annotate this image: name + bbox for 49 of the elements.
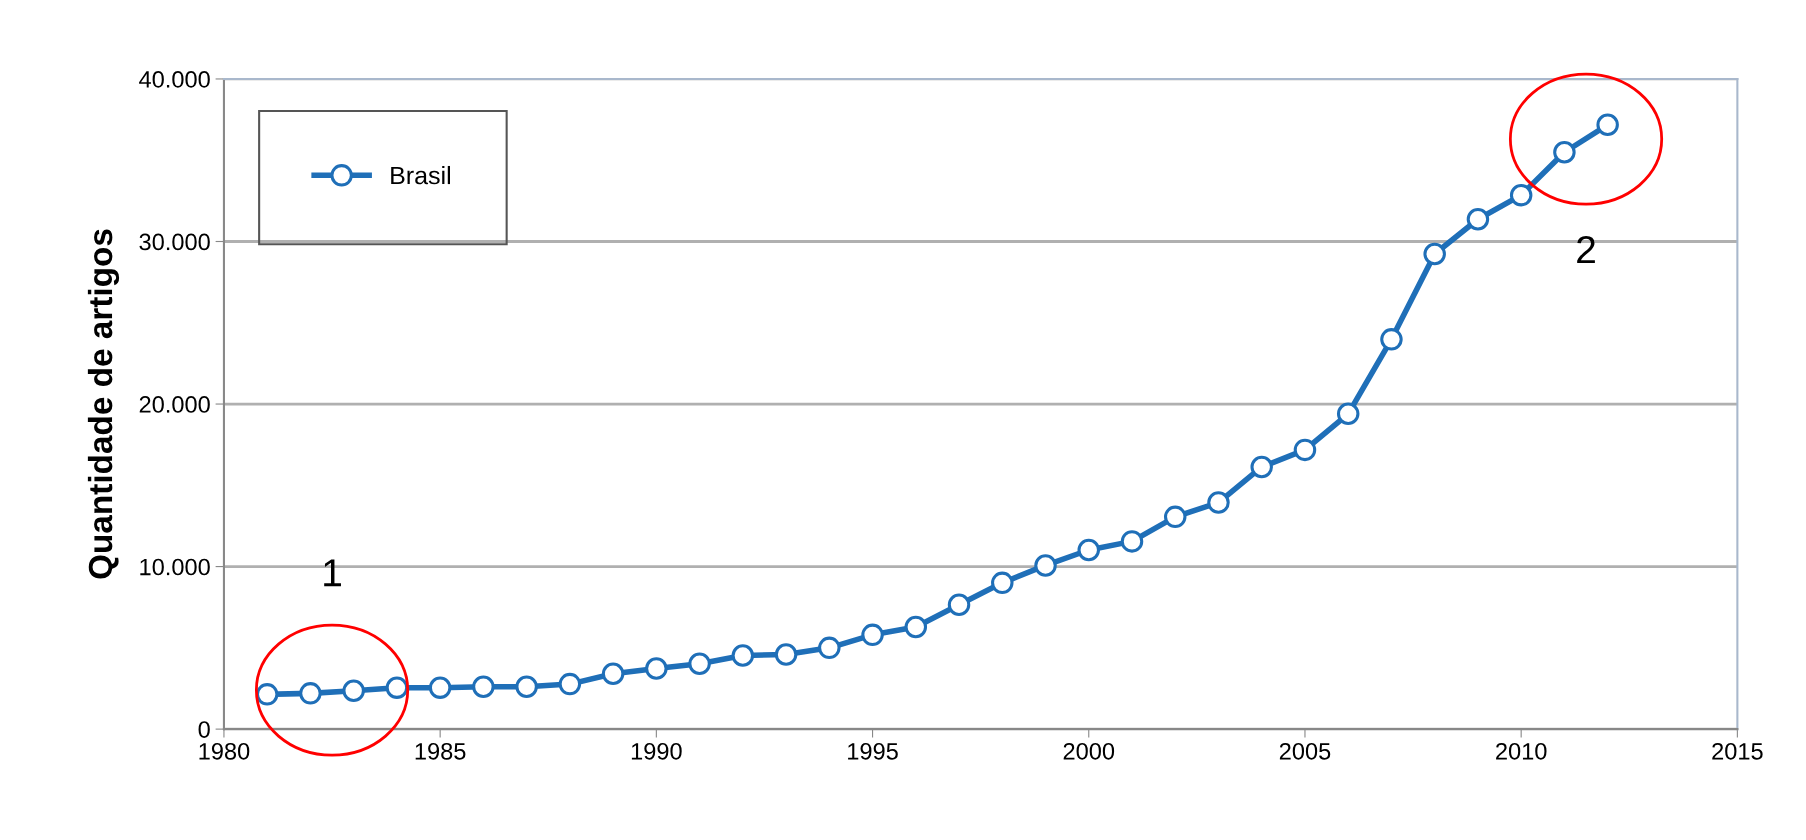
point [385, 676, 409, 699]
point [1466, 207, 1490, 231]
x-tick-label: 2000 [1063, 742, 1115, 760]
point [558, 672, 582, 696]
point [1077, 538, 1101, 562]
point [428, 676, 452, 699]
point [1250, 455, 1273, 479]
y-tick-label: 10.000 [140, 558, 210, 576]
y-axis-title: Quantidade de artigos [87, 229, 120, 579]
point [1380, 328, 1403, 351]
annotation: 1 [324, 559, 341, 587]
point [472, 675, 495, 698]
x-tick-label: 2010 [1496, 742, 1547, 760]
x-tick-label: 1985 [415, 742, 466, 760]
point [1596, 113, 1619, 137]
y-tick-label: 0 [198, 721, 210, 738]
point [1120, 530, 1144, 553]
y-tick-label: 30.000 [139, 233, 210, 251]
point [515, 675, 538, 698]
point [818, 636, 841, 660]
point [1336, 402, 1360, 426]
point [688, 652, 711, 676]
x-tick-label: 2005 [1279, 742, 1331, 760]
x-tick-label: 1990 [631, 742, 682, 760]
point [1553, 141, 1576, 164]
point [342, 679, 365, 703]
y-tick-label: 40.000 [139, 71, 210, 88]
y-tick-label: 20.000 [139, 396, 210, 413]
x-tick-label: 1980 [199, 742, 250, 760]
point [991, 571, 1014, 595]
x-tick-label: 2015 [1712, 742, 1763, 760]
legend-label: Brasil [391, 165, 450, 185]
point [645, 657, 668, 680]
point [947, 593, 971, 617]
annotation: 2 [1577, 235, 1595, 264]
point [1034, 554, 1057, 577]
point [601, 662, 625, 685]
x-tick-label: 1995 [848, 742, 898, 760]
point [1509, 183, 1533, 207]
point [774, 643, 798, 666]
point [731, 644, 755, 667]
point [1207, 491, 1230, 514]
point [1293, 438, 1317, 462]
point [861, 623, 884, 647]
point [255, 683, 279, 706]
point [1163, 505, 1187, 529]
point [904, 615, 928, 639]
point [1423, 242, 1446, 266]
point [299, 682, 322, 705]
